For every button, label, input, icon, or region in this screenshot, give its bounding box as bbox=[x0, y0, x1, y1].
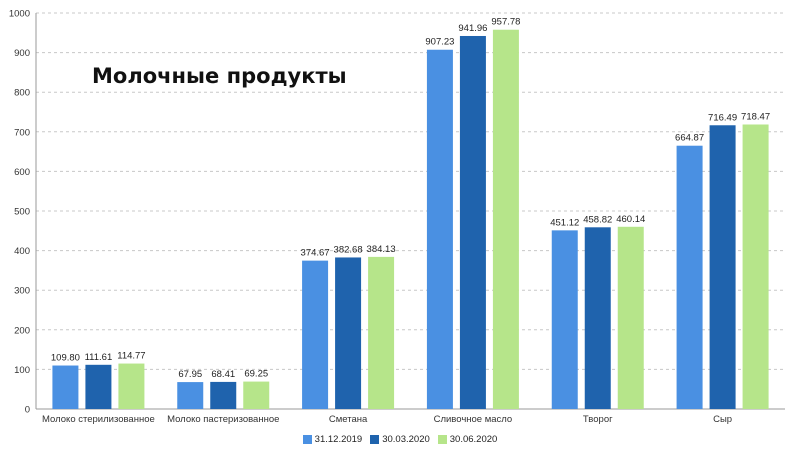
x-tick-label: Сливочное масло bbox=[434, 414, 513, 425]
legend-item: 30.06.2020 bbox=[437, 434, 498, 445]
y-tick-label: 500 bbox=[14, 207, 30, 218]
chart-title: Молочные продукты bbox=[92, 64, 347, 88]
bar bbox=[302, 260, 329, 409]
x-tick-label: Сметана bbox=[329, 414, 368, 425]
y-tick-label: 100 bbox=[14, 365, 30, 376]
bar bbox=[335, 257, 362, 409]
x-tick-label: Творог bbox=[583, 414, 613, 425]
y-tick-label: 0 bbox=[25, 405, 30, 416]
data-label: 718.47 bbox=[741, 111, 770, 122]
y-tick-label: 400 bbox=[14, 246, 30, 257]
axis-layer: 0 100 200 300 400 500 600 700 800 900 1000 Молоко с… bbox=[9, 9, 785, 425]
labels-layer: 109.80 111.61 114.77 67.95 68.41 69.25 374.67 3… bbox=[51, 17, 770, 380]
legend-label: 30.03.2020 bbox=[382, 434, 430, 445]
y-tick-label: 1000 bbox=[9, 9, 30, 20]
bar bbox=[210, 381, 237, 409]
data-label: 109.80 bbox=[51, 353, 80, 364]
data-label: 69.25 bbox=[244, 369, 268, 380]
legend-swatch bbox=[437, 435, 447, 444]
legend-swatch bbox=[370, 435, 380, 444]
x-tick-label: Молоко пастеризованное bbox=[167, 414, 279, 425]
y-tick-label: 800 bbox=[14, 88, 30, 99]
data-label: 68.41 bbox=[211, 369, 235, 380]
bar bbox=[85, 364, 112, 409]
data-label: 941.96 bbox=[458, 23, 487, 34]
bar bbox=[426, 49, 453, 410]
data-label: 664.87 bbox=[675, 133, 704, 144]
bar bbox=[459, 35, 486, 410]
legend-swatch bbox=[302, 435, 312, 444]
data-label: 716.49 bbox=[708, 112, 737, 123]
x-tick-label: Молоко стерилизованное bbox=[42, 414, 155, 425]
bar bbox=[52, 365, 79, 409]
bar bbox=[118, 363, 145, 409]
data-label: 458.82 bbox=[583, 214, 612, 225]
bars-layer bbox=[52, 29, 769, 410]
data-label: 384.13 bbox=[367, 244, 396, 255]
y-tick-label: 900 bbox=[14, 48, 30, 59]
bar bbox=[551, 230, 578, 409]
legend-item: 31.12.2019 bbox=[302, 434, 363, 445]
grid-layer bbox=[36, 12, 785, 370]
data-label: 460.14 bbox=[616, 214, 645, 225]
bar bbox=[492, 29, 519, 410]
y-tick-label: 200 bbox=[14, 325, 30, 336]
bar bbox=[742, 124, 769, 410]
legend-item: 30.03.2020 bbox=[370, 434, 430, 445]
legend-label: 31.12.2019 bbox=[314, 434, 363, 445]
bar bbox=[177, 382, 204, 409]
bar bbox=[368, 256, 395, 409]
data-label: 957.78 bbox=[491, 17, 520, 28]
bar bbox=[709, 125, 736, 409]
y-tick-label: 300 bbox=[14, 286, 30, 297]
data-label: 114.77 bbox=[117, 351, 145, 362]
legend-label: 30.06.2020 bbox=[449, 434, 498, 445]
y-tick-label: 700 bbox=[14, 127, 30, 138]
x-tick-label: Сыр bbox=[713, 414, 732, 425]
y-tick-label: 600 bbox=[14, 167, 30, 178]
data-label: 907.23 bbox=[425, 37, 454, 48]
data-label: 451.12 bbox=[550, 217, 579, 228]
legend: 31.12.2019 30.03.2020 30.06.2020 bbox=[0, 434, 800, 445]
data-label: 374.67 bbox=[301, 248, 330, 259]
data-label: 382.68 bbox=[334, 244, 363, 255]
bar bbox=[243, 381, 270, 409]
data-label: 111.61 bbox=[85, 352, 113, 363]
bar bbox=[584, 227, 611, 409]
data-label: 67.95 bbox=[178, 369, 202, 380]
bar bbox=[617, 226, 644, 409]
bar bbox=[676, 145, 703, 409]
